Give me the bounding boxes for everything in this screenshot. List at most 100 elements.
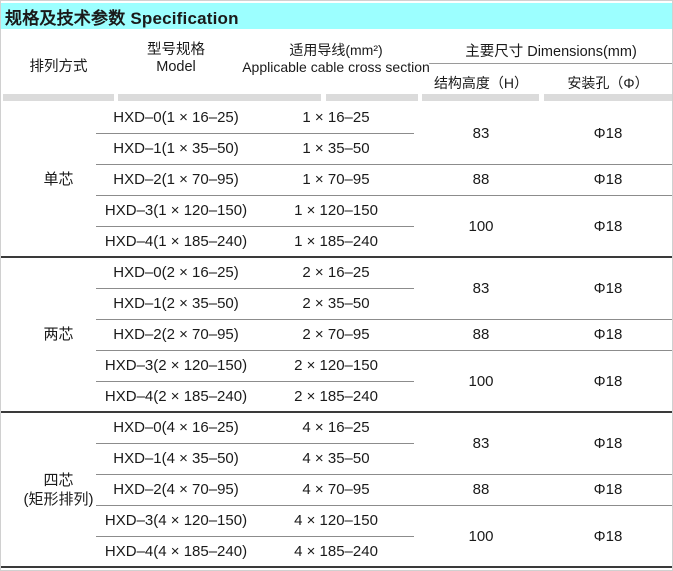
title-bar: 规格及技术参数 Specification (1, 3, 672, 29)
hole-cell: Φ18 (593, 527, 623, 545)
arrangement-label: 两芯 (1, 257, 116, 412)
model-cell: HXD–0(1 × 16–25) (113, 109, 239, 126)
col-header-model: 型号规格 Model (96, 42, 256, 76)
row-separator (96, 195, 672, 196)
height-cell: 100 (468, 372, 494, 390)
height-cell: 83 (472, 434, 490, 452)
row-separator (96, 536, 414, 537)
hole-cell: Φ18 (593, 481, 623, 498)
row-separator (96, 319, 672, 320)
arrangement-label: 四芯 (矩形排列) (1, 412, 116, 567)
page-title: 规格及技术参数 Specification (5, 8, 239, 28)
height-cell: 88 (472, 481, 490, 498)
hole-cell: Φ18 (593, 171, 623, 188)
header-band-cable (326, 94, 418, 101)
model-cell: HXD–1(1 × 35–50) (113, 140, 239, 157)
spec-row: HXD–2(4 × 70–95) 4 × 70–95 (1, 474, 672, 505)
hole-cell: Φ18 (593, 124, 623, 142)
model-cell: HXD–0(4 × 16–25) (113, 419, 239, 436)
row-separator (96, 133, 414, 134)
row-separator (96, 381, 414, 382)
spec-row: HXD–0(2 × 16–25) 2 × 16–25 (1, 257, 672, 288)
arrangement-line: (矩形排列) (23, 490, 94, 508)
spec-row: HXD–4(4 × 185–240) 4 × 185–240 (1, 536, 672, 567)
col-header-arrangement: 排列方式 (29, 59, 88, 75)
row-separator (96, 164, 672, 165)
model-cell: HXD–4(2 × 185–240) (104, 388, 248, 405)
header-band-height (422, 94, 539, 101)
group-two-core: 两芯 HXD–0(2 × 16–25) 2 × 16–25 HXD–1(2 × … (1, 257, 672, 412)
model-cell: HXD–2(1 × 70–95) (113, 171, 239, 188)
arrangement-label: 单芯 (1, 102, 116, 257)
model-cell: HXD–0(2 × 16–25) (113, 264, 239, 281)
height-cell: 88 (472, 171, 490, 188)
group-four-core: 四芯 (矩形排列) HXD–0(4 × 16–25) 4 × 16–25 HXD… (1, 412, 672, 567)
spec-row: HXD–2(2 × 70–95) 2 × 70–95 (1, 319, 672, 350)
arrangement-line: 单芯 (43, 171, 74, 188)
header-band-model (118, 94, 321, 101)
cable-cell: 1 × 70–95 (302, 171, 370, 188)
cable-cell: 1 × 35–50 (302, 140, 370, 157)
group-single-core: 单芯 HXD–0(1 × 16–25) 1 × 16–25 HXD–1(1 × … (1, 102, 672, 257)
cable-cell: 2 × 16–25 (302, 264, 370, 281)
height-cell: 83 (472, 279, 490, 297)
row-separator (96, 226, 414, 227)
model-cell: HXD–3(1 × 120–150) (104, 202, 248, 219)
cable-cell: 4 × 70–95 (302, 481, 370, 498)
spec-row: HXD–4(1 × 185–240) 1 × 185–240 (1, 226, 672, 257)
table-bottom-border (1, 566, 672, 568)
col-header-dimensions: 主要尺寸 Dimensions(mm) (465, 44, 637, 60)
hole-cell: Φ18 (593, 217, 623, 235)
model-cell: HXD–3(2 × 120–150) (104, 357, 248, 374)
cable-cell: 1 × 185–240 (294, 233, 378, 250)
cable-cell: 4 × 16–25 (302, 419, 370, 436)
height-cell: 88 (472, 326, 490, 343)
row-separator (96, 288, 414, 289)
cable-cell: 2 × 70–95 (302, 326, 370, 343)
col-header-cable-en: Applicable cable cross section (242, 59, 430, 75)
hole-cell: Φ18 (593, 279, 623, 297)
cable-cell: 2 × 35–50 (302, 295, 370, 312)
spec-row: HXD–4(2 × 185–240) 2 × 185–240 (1, 381, 672, 412)
row-separator (96, 350, 672, 351)
height-cell: 100 (468, 527, 494, 545)
spec-row: HXD–3(4 × 120–150) 4 × 120–150 (1, 505, 672, 536)
arrangement-line: 两芯 (43, 326, 74, 343)
spec-row: HXD–2(1 × 70–95) 1 × 70–95 (1, 164, 672, 195)
header-band-hole (544, 94, 672, 101)
model-cell: HXD–2(4 × 70–95) (113, 481, 239, 498)
cable-cell: 4 × 35–50 (302, 450, 370, 467)
group-divider (1, 256, 672, 258)
spec-row: HXD–1(1 × 35–50) 1 × 35–50 (1, 133, 672, 164)
group-divider (1, 411, 672, 413)
hole-cell: Φ18 (593, 434, 623, 452)
model-cell: HXD–4(4 × 185–240) (104, 543, 248, 560)
hole-cell: Φ18 (593, 326, 623, 343)
spec-row: HXD–1(4 × 35–50) 4 × 35–50 (1, 443, 672, 474)
col-header-cable: 适用导线(mm²) Applicable cable cross section (231, 42, 441, 76)
model-cell: HXD–1(4 × 35–50) (113, 450, 239, 467)
col-header-structure-height: 结构高度（H） (433, 75, 529, 91)
header-band-arrangement (3, 94, 114, 101)
cable-cell: 1 × 120–150 (294, 202, 378, 219)
spec-row: HXD–0(4 × 16–25) 4 × 16–25 (1, 412, 672, 443)
cable-cell: 4 × 120–150 (294, 512, 378, 529)
cable-cell: 1 × 16–25 (302, 109, 370, 126)
dimensions-underline (429, 63, 672, 64)
spec-row: HXD–3(1 × 120–150) 1 × 120–150 (1, 195, 672, 226)
col-header-model-zh: 型号规格 (147, 42, 205, 58)
height-cell: 83 (472, 124, 490, 142)
col-header-model-en: Model (156, 59, 196, 75)
height-cell: 100 (468, 217, 494, 235)
spec-row: HXD–3(2 × 120–150) 2 × 120–150 (1, 350, 672, 381)
cable-cell: 2 × 185–240 (294, 388, 378, 405)
spec-row: HXD–0(1 × 16–25) 1 × 16–25 (1, 102, 672, 133)
hole-cell: Φ18 (593, 372, 623, 390)
cable-cell: 4 × 185–240 (294, 543, 378, 560)
col-header-mounting-hole: 安装孔（Φ） (567, 75, 649, 91)
model-cell: HXD–3(4 × 120–150) (104, 512, 248, 529)
row-separator (96, 474, 672, 475)
row-separator (96, 505, 672, 506)
spec-row: HXD–1(2 × 35–50) 2 × 35–50 (1, 288, 672, 319)
